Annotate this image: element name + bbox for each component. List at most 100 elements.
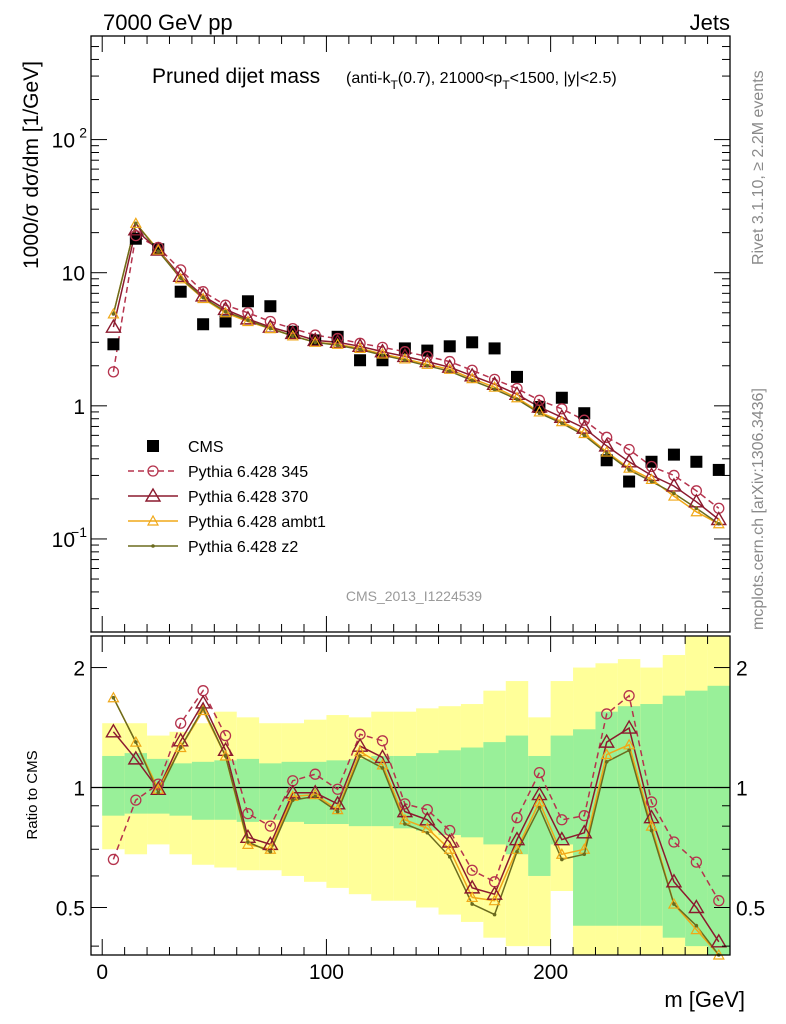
mc-point — [560, 421, 564, 426]
ratio-point — [511, 812, 523, 824]
ratio-point — [425, 830, 430, 835]
mc-point — [399, 346, 411, 358]
mc-point — [582, 433, 587, 438]
title-detail-c: <1500, |y|<2.5) — [510, 70, 617, 87]
inner-uncertainty-bin — [102, 755, 125, 816]
energy-label: 7000 GeV pp — [103, 10, 233, 35]
inner-uncertainty-bin — [460, 747, 484, 838]
ratio-point — [690, 856, 703, 868]
ratio-point — [645, 796, 658, 808]
mc-point — [134, 221, 138, 226]
x-tick-label: 200 — [533, 961, 568, 984]
cms-data-point — [421, 344, 434, 357]
ratio-point — [604, 760, 609, 764]
mc-line — [112, 221, 720, 525]
mc-point — [268, 326, 273, 331]
mc-point — [150, 241, 167, 256]
mc-point — [443, 363, 456, 374]
ratio-point — [219, 749, 232, 761]
inner-uncertainty-bin — [685, 690, 708, 947]
ratio-point — [537, 805, 542, 810]
ratio-y-tick-label-right: 2 — [736, 658, 748, 681]
ratio-point — [242, 807, 254, 820]
ratio-point — [219, 729, 232, 742]
mc-point — [403, 358, 407, 363]
title-detail-sub-t: T — [390, 78, 398, 92]
ratio-point — [223, 754, 228, 758]
mc-point — [242, 307, 254, 319]
mc-point — [645, 460, 658, 473]
mc-point — [667, 489, 680, 501]
ratio-point — [396, 803, 414, 818]
mc-point — [601, 431, 613, 443]
mc-point — [313, 340, 318, 345]
x-tick-label: 100 — [309, 961, 344, 984]
ratio-point — [178, 745, 183, 750]
ratio-point — [380, 766, 385, 770]
legend-label: Pythia 6.428 z2 — [188, 539, 298, 556]
ratio-point — [197, 704, 210, 716]
ratio-y-tick-label: 2 — [73, 658, 85, 681]
mc-point — [470, 378, 474, 383]
mc-point — [376, 341, 389, 353]
mc-point — [194, 287, 212, 302]
inner-uncertainty-bin — [707, 685, 730, 955]
ratio-point — [399, 798, 411, 810]
ratio-point — [309, 768, 321, 780]
mc-point — [264, 315, 277, 328]
mc-point — [351, 337, 369, 353]
ratio-line — [112, 697, 720, 956]
ratio-point — [421, 804, 433, 816]
legend-marker — [146, 514, 160, 526]
y-axis-label: 1000/σ dσ/dm [1/GeV] — [20, 61, 43, 269]
lower-axis-ticks: 0.5 0.5 1 1 2 2 0 100 200 — [56, 636, 765, 984]
mc-point — [174, 272, 187, 284]
ratio-point — [668, 836, 680, 848]
ratio-y-tick-label: 1 — [73, 778, 85, 801]
ratio-point — [403, 822, 407, 826]
ratio-point — [156, 791, 161, 795]
mc-point — [284, 325, 302, 340]
mc-point — [466, 364, 478, 376]
ratio-point — [470, 902, 474, 906]
cms-data-point — [466, 336, 479, 349]
mc-point — [537, 411, 542, 416]
ratio-point — [376, 735, 389, 747]
legend-marker — [151, 544, 155, 548]
cms-data-point — [129, 232, 142, 245]
y-tick-label-exponent: 2 — [79, 125, 87, 141]
ratio-point — [351, 737, 369, 752]
data-uncertainty-bands — [102, 636, 730, 955]
mc-point — [488, 373, 501, 386]
legend-marker — [147, 440, 159, 452]
ratio-point — [488, 894, 501, 906]
inner-uncertainty-bin — [416, 753, 439, 831]
ratio-point — [331, 803, 344, 815]
ratio-y-tick-label-right: 1 — [736, 778, 748, 801]
cms-data-point — [488, 342, 501, 355]
inner-uncertainty-bin — [169, 763, 192, 816]
mc-point — [130, 229, 142, 242]
mc-point — [309, 329, 321, 341]
mc-point — [492, 387, 497, 392]
x-axis-label: m [GeV] — [664, 987, 745, 1012]
ratio-point — [515, 849, 519, 854]
mc-point — [488, 380, 501, 392]
ratio-point — [129, 735, 142, 747]
inner-uncertainty-bin — [236, 758, 260, 822]
mc-point — [627, 468, 631, 472]
mc-point — [290, 334, 295, 338]
ratio-y-tick-label: 0.5 — [56, 897, 85, 920]
ratio-mc-lines — [112, 689, 720, 956]
plot-title-detail: (anti-kT(0.7), 21000<pT<1500, |y|<2.5) — [346, 70, 617, 92]
ratio-point — [533, 766, 546, 779]
mc-point — [376, 347, 389, 359]
mc-point — [712, 517, 725, 529]
ratio-point — [174, 741, 187, 753]
mc-point — [354, 342, 367, 354]
mc-point — [447, 369, 452, 374]
ratio-point — [419, 811, 436, 826]
cms-data-point — [107, 338, 120, 351]
ratio-point — [331, 783, 344, 795]
